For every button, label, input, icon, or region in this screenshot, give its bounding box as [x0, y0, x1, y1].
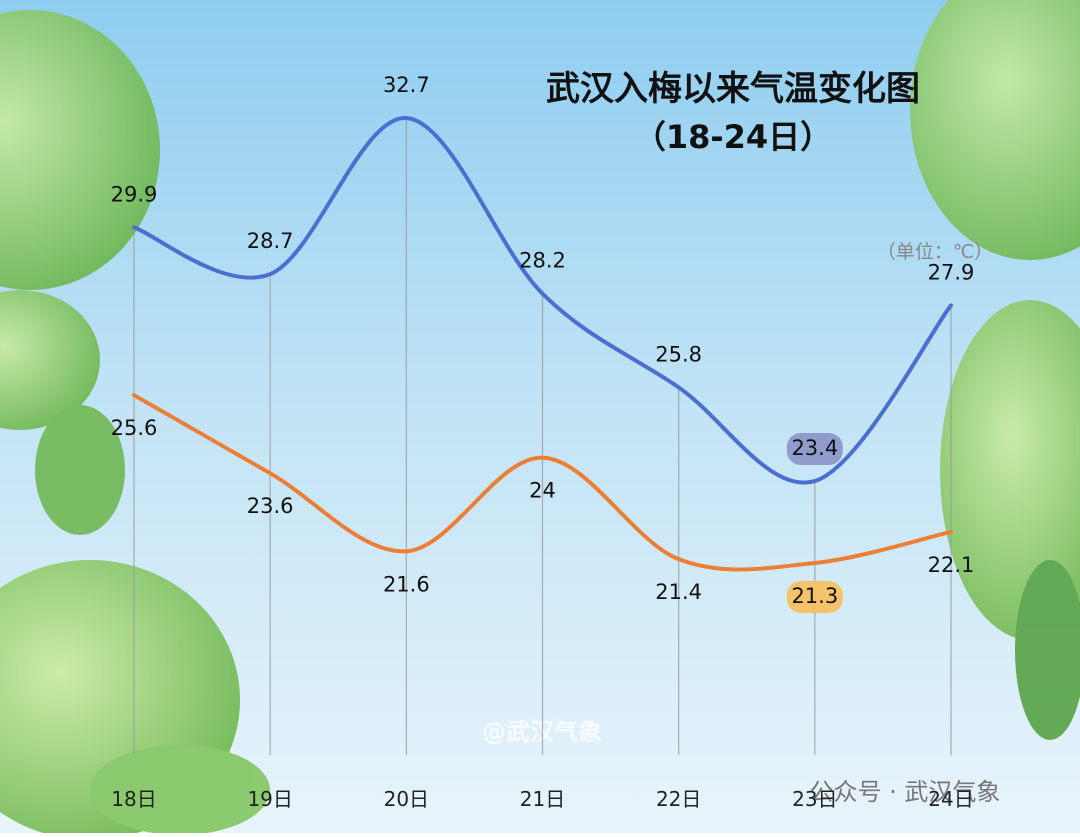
line	[132, 393, 953, 572]
label-highlight	[786, 581, 843, 613]
chart-subtitle: （18-24日）	[634, 118, 832, 156]
data-label: 21.3	[791, 584, 838, 608]
data-label: 32.7	[383, 73, 430, 97]
data-label: 21.4	[655, 580, 702, 604]
data-label: 25.6	[111, 416, 158, 440]
watermark: 公众号 · 武汉气象	[810, 778, 1001, 806]
x-tick-label: 18日	[111, 787, 156, 811]
data-label: 21.6	[383, 572, 430, 596]
x-tick-label: 19日	[247, 787, 292, 811]
label-highlight	[786, 433, 843, 466]
plot: 18日 19日 20日 21日 22日 23日 24日 29.9 28.7 32.7 28.2 25.…	[111, 73, 975, 811]
data-label: 27.9	[928, 260, 975, 284]
x-tick-label: 23日	[792, 787, 837, 811]
x-tick-label: 20日	[384, 787, 429, 811]
chart-title: 武汉入梅以来气温变化图	[546, 69, 920, 109]
x-tick-label: 21日	[520, 787, 565, 811]
data-label: 24	[529, 479, 556, 503]
x-tick-label: 24日	[928, 787, 973, 811]
x-tick-label: 22日	[656, 787, 701, 811]
data-label: 25.8	[655, 342, 702, 366]
line	[132, 115, 953, 485]
data-label: 23.4	[791, 436, 838, 460]
data-label: 29.9	[111, 182, 158, 206]
data-label: 22.1	[928, 553, 975, 577]
data-label: 23.6	[247, 494, 294, 518]
data-label: 28.7	[247, 229, 294, 253]
data-label: 28.2	[519, 249, 566, 273]
unit-note: （单位：℃）	[877, 241, 993, 263]
